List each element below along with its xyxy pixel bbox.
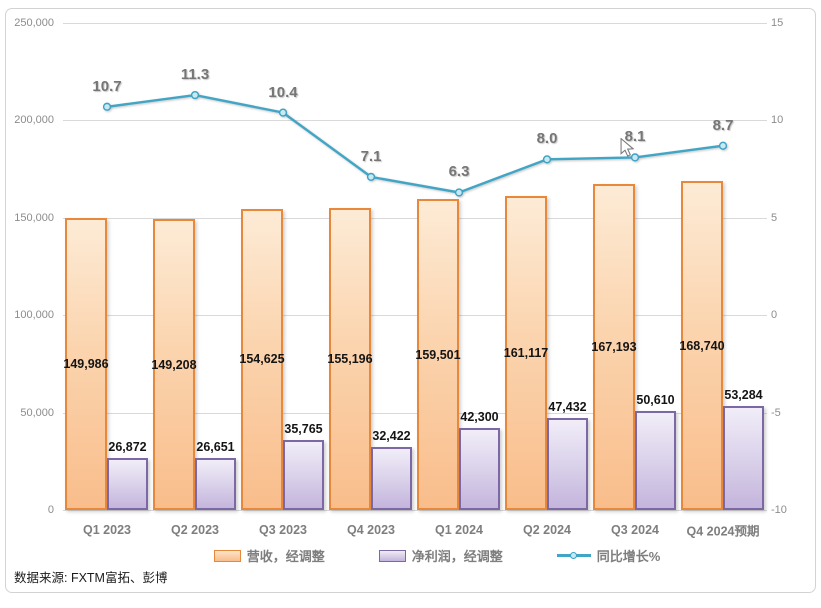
revenue-bar <box>329 207 371 510</box>
yoy-growth-marker-icon <box>366 172 376 181</box>
yoy-growth-marker-icon <box>102 102 112 111</box>
yoy-growth-value-label: 11.3 <box>180 66 210 84</box>
yoy-growth-marker-icon <box>454 188 464 197</box>
revenue-value-label: 154,625 <box>239 352 285 367</box>
legend-label-revenue: 营收，经调整 <box>246 549 325 564</box>
yoy-growth-marker-icon <box>278 108 288 117</box>
y-axis-tick-label: 250,000 <box>14 17 54 29</box>
y-axis-tick-label: 150,000 <box>14 211 54 224</box>
y-axis-tick-label: 200,000 <box>14 114 54 127</box>
net-profit-value-label: 32,422 <box>372 428 411 443</box>
secondary-axis-tick-label: -10 <box>771 504 787 516</box>
net-profit-value-label: 26,651 <box>196 440 235 455</box>
secondary-axis-tick-label: 0 <box>771 309 778 322</box>
net-profit-bar <box>635 411 676 510</box>
x-axis-category-label: Q4 2024预期 <box>686 524 760 539</box>
revenue-bar <box>681 181 723 510</box>
x-axis-category-label: Q3 2023 <box>259 523 307 537</box>
yoy-growth-value-label: 10.7 <box>92 77 122 95</box>
revenue-bar <box>153 219 195 510</box>
x-axis-category-label: Q1 2024 <box>435 523 483 537</box>
legend-item-yoy-growth: 同比增长% <box>556 546 661 565</box>
net-profit-value-label: 42,300 <box>460 409 499 424</box>
net-profit-bar <box>371 446 412 510</box>
yoy-growth-value-label: 8.7 <box>712 116 734 134</box>
revenue-series-swatch-icon <box>213 549 241 562</box>
gridline <box>63 217 767 219</box>
legend-label-yoy-growth: 同比增长% <box>596 549 661 564</box>
yoy-growth-value-label: 7.1 <box>360 147 382 165</box>
yoy-growth-value-label: 8.1 <box>624 128 646 146</box>
yoy-growth-marker-icon <box>542 155 552 164</box>
yoy-growth-marker-icon <box>718 141 728 150</box>
revenue-bar <box>505 196 547 510</box>
net-profit-bar <box>547 417 588 510</box>
data-source-note: 数据来源: FXTM富拓、彭博 <box>14 571 168 585</box>
legend-item-net-profit: 净利润，经调整 <box>378 546 503 565</box>
secondary-axis-tick-label: -5 <box>771 406 781 419</box>
gridline <box>63 315 767 317</box>
chart-legend: 营收，经调整 净利润，经调整 同比增长% <box>85 546 789 565</box>
revenue-bar <box>593 184 635 510</box>
revenue-value-label: 155,196 <box>327 351 373 366</box>
y-axis-tick-label: 0 <box>47 504 54 516</box>
mouse-cursor-icon <box>620 138 634 157</box>
net-profit-bar <box>459 427 500 510</box>
net-profit-value-label: 50,610 <box>636 393 675 408</box>
net-profit-value-label: 53,284 <box>724 388 763 403</box>
yoy-growth-value-label: 8.0 <box>536 130 558 148</box>
y-axis-tick-label: 50,000 <box>20 406 54 419</box>
gridline <box>63 23 767 24</box>
yoy-growth-series-swatch-icon <box>556 551 591 560</box>
net-profit-value-label: 35,765 <box>284 422 323 437</box>
gridline <box>63 120 767 122</box>
net-profit-bar <box>107 457 148 510</box>
x-axis-category-label: Q2 2024 <box>523 523 571 537</box>
revenue-value-label: 168,740 <box>679 338 725 353</box>
gridline <box>63 510 767 511</box>
x-axis-category-label: Q2 2023 <box>171 523 219 537</box>
secondary-axis-tick-label: 10 <box>771 114 784 127</box>
legend-marker-icon <box>569 551 577 559</box>
revenue-value-label: 159,501 <box>415 347 461 362</box>
x-axis-category-label: Q3 2024 <box>611 523 659 537</box>
revenue-value-label: 149,986 <box>63 356 109 371</box>
yoy-growth-value-label: 10.4 <box>268 83 298 101</box>
y-axis-tick-label: 100,000 <box>14 309 54 322</box>
yoy-growth-marker-icon <box>190 90 200 100</box>
secondary-axis-tick-label: 5 <box>771 211 778 224</box>
yoy-growth-line-path <box>106 93 724 194</box>
revenue-bar <box>65 217 107 510</box>
net-profit-bar <box>283 440 324 510</box>
revenue-bar <box>241 208 283 510</box>
legend-label-net-profit: 净利润，经调整 <box>411 549 503 564</box>
revenue-bar <box>417 199 459 510</box>
yoy-growth-marker-icon <box>630 153 640 162</box>
revenue-value-label: 161,117 <box>503 346 549 361</box>
net-profit-value-label: 47,432 <box>548 399 587 414</box>
net-profit-bar <box>723 406 764 510</box>
x-axis-category-label: Q1 2023 <box>83 523 131 537</box>
net-profit-series-swatch-icon <box>378 549 406 562</box>
legend-item-revenue: 营收，经调整 <box>213 546 325 565</box>
gridline <box>63 412 767 414</box>
net-profit-value-label: 26,872 <box>108 439 147 454</box>
revenue-value-label: 167,193 <box>591 340 637 355</box>
revenue-value-label: 149,208 <box>151 357 197 372</box>
net-profit-bar <box>195 458 236 510</box>
x-axis-category-label: Q4 2023 <box>347 523 395 537</box>
secondary-axis-tick-label: 15 <box>771 17 784 29</box>
yoy-growth-value-label: 6.3 <box>448 163 470 181</box>
